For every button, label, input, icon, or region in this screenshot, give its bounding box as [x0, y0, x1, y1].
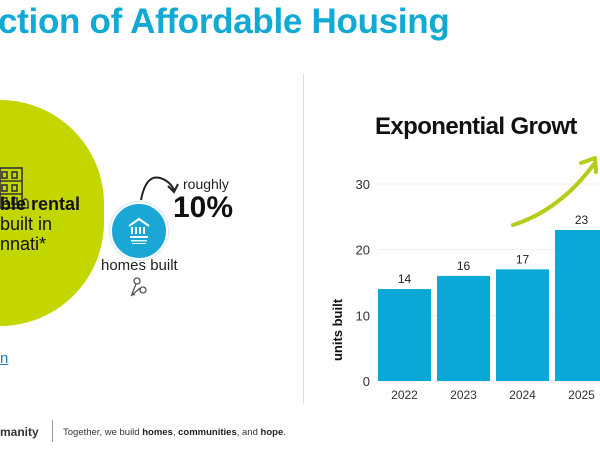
data-label: 14 [398, 272, 412, 286]
y-tick-label: 20 [356, 243, 370, 258]
growth-arrowhead-icon [579, 156, 598, 174]
circle-text-line-1: ble rental [0, 194, 81, 214]
footer-tagline: Together, we build homes, communities, a… [63, 427, 286, 438]
y-tick-label: 10 [356, 308, 370, 323]
circle-text-line-3: nnati* [0, 234, 47, 254]
x-tick-label: 2023 [450, 388, 477, 402]
x-tick-label: 2022 [391, 388, 418, 402]
bar-2022 [378, 289, 431, 381]
building-icon [0, 167, 29, 209]
bar-2023 [437, 275, 490, 381]
tagline-part: homes [142, 427, 173, 438]
bar-2024 [496, 269, 549, 381]
habitat-logo [110, 202, 168, 260]
chart-title: Exponential Growt [375, 113, 577, 140]
y-axis-label: units built [330, 298, 345, 361]
roughly-label: roughly [183, 176, 229, 192]
tagline-part: Together, we build [63, 427, 143, 438]
bar-2025 [555, 229, 600, 381]
curved-arrow-icon [140, 176, 179, 201]
growth-percent: 10% [173, 191, 234, 224]
tagline-part: hope [260, 427, 284, 438]
slide-title: ction of Affordable Housing [0, 2, 450, 41]
tagline-part: , [172, 427, 179, 438]
data-label: 16 [457, 259, 471, 273]
link[interactable]: n [0, 350, 9, 367]
growth-arrow-icon [511, 162, 596, 227]
circle-text-line-2: built in [0, 214, 53, 234]
y-tick-label: 30 [356, 177, 370, 192]
tagline-part: , and [236, 427, 261, 438]
footer-divider [52, 420, 53, 442]
bar-chart: 0 10 20 30 14 2022 16 2023 17 2024 23 2025 units b… [330, 156, 600, 402]
tagline-part: . [283, 427, 286, 438]
data-label: 23 [575, 213, 589, 227]
footer-brand: manity [0, 425, 39, 439]
data-label: 17 [516, 252, 530, 266]
keys-icon [130, 277, 147, 297]
y-tick-label: 0 [363, 374, 370, 389]
x-tick-label: 2025 [568, 388, 595, 402]
divider [303, 74, 304, 404]
homes-built-caption: homes built [101, 257, 178, 274]
tagline-part: communities [178, 427, 237, 438]
x-tick-label: 2024 [509, 388, 536, 402]
